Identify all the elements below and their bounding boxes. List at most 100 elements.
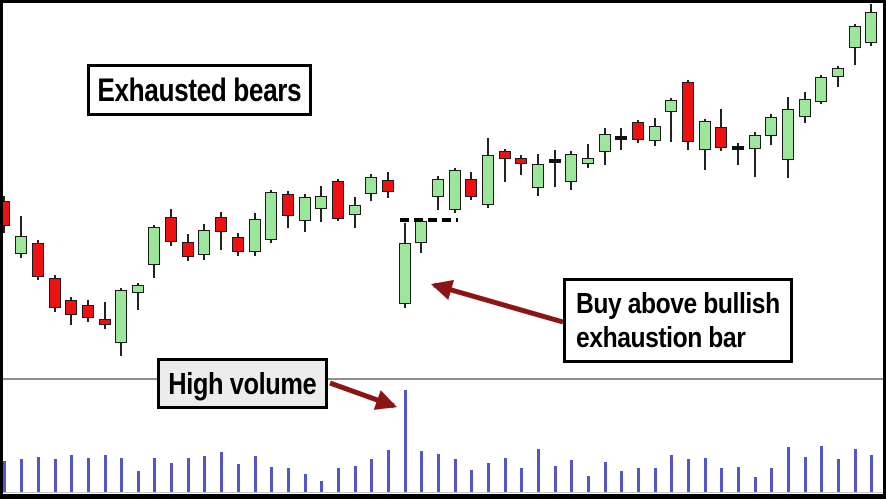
candle-body-up (565, 154, 577, 182)
candle-body-doji (615, 136, 627, 140)
volume-bar (820, 446, 823, 492)
volume-separator-line (0, 378, 886, 380)
candle-body-up (115, 290, 127, 343)
candle-body-down (632, 122, 644, 140)
candle-body-down (49, 278, 61, 308)
candle-body-up (15, 236, 27, 254)
volume-bar (637, 468, 640, 492)
candle-body-down (499, 151, 511, 159)
exhausted-bears-text: Exhausted bears (97, 71, 302, 108)
volume-bar (254, 456, 257, 492)
candle-body-up (599, 134, 611, 152)
volume-bar (804, 457, 807, 492)
volume-bar (87, 458, 90, 492)
volume-bar (287, 468, 290, 492)
volume-baseline (0, 492, 886, 493)
candle-body-up (582, 158, 594, 164)
candle-body-up (315, 196, 327, 209)
candle-wick (737, 143, 739, 165)
candle-wick (137, 283, 139, 310)
candle-body-up (132, 285, 144, 293)
volume-bar (170, 463, 173, 492)
volume-bar (554, 466, 557, 492)
candle-body-up (299, 197, 311, 221)
volume-bar (54, 459, 57, 492)
volume-bar (870, 455, 873, 492)
candle-body-up (249, 219, 261, 252)
volume-bar (70, 455, 73, 492)
volume-bar (604, 462, 607, 492)
volume-bar (704, 458, 707, 492)
candle-body-up (649, 126, 661, 141)
candle-body-down (99, 319, 111, 325)
exhausted-bears-label: Exhausted bears (87, 64, 312, 116)
candle-body-down (282, 194, 294, 216)
candle-body-up (865, 12, 877, 43)
volume-bar (354, 466, 357, 492)
volume-bar (104, 455, 107, 492)
candle-body-up (765, 117, 777, 136)
volume-bar (487, 463, 490, 492)
volume-bar (387, 450, 390, 492)
volume-bar (754, 477, 757, 492)
volume-bar (187, 458, 190, 492)
candle-wick (587, 144, 589, 168)
candle-body-doji (732, 146, 744, 150)
volume-bar (837, 459, 840, 492)
volume-bar (787, 447, 790, 492)
candle-body-down (82, 305, 94, 318)
candle-body-up (849, 26, 861, 48)
volume-bar (454, 459, 457, 492)
volume-bar (3, 461, 6, 492)
volume-bar (270, 467, 273, 492)
candle-wick (554, 150, 556, 187)
buy-signal-text-line2: exhaustion bar (576, 322, 746, 354)
candle-wick (670, 98, 672, 142)
volume-bar (20, 459, 23, 492)
candle-body-down (465, 179, 477, 197)
volume-bar (504, 458, 507, 492)
volume-bar (120, 458, 123, 492)
candle-body-up (815, 77, 827, 102)
volume-bar (304, 474, 307, 492)
candle-body-down (165, 217, 177, 242)
volume-bar (137, 471, 140, 492)
volume-bar (737, 467, 740, 492)
candle-body-up (482, 155, 494, 205)
volume-bar (854, 449, 857, 492)
candle-wick (104, 302, 106, 329)
candle-body-down (182, 242, 194, 257)
candle-wick (754, 132, 756, 177)
candle-body-down (232, 237, 244, 252)
volume-bar (153, 458, 156, 492)
volume-bar (537, 449, 540, 492)
candle-body-down (0, 201, 10, 226)
buy-signal-text-line1: Buy above bullish (576, 288, 780, 320)
volume-bar (654, 468, 657, 492)
candle-body-up (265, 192, 277, 240)
candle-body-up (782, 109, 794, 160)
candle-body-up (349, 205, 361, 215)
high-volume-text: High volume (168, 365, 317, 401)
volume-bar (203, 456, 206, 492)
volume-bar (337, 468, 340, 492)
volume-bar (420, 451, 423, 492)
volume-bar (570, 460, 573, 492)
volume-bar (770, 468, 773, 492)
candle-wick (504, 149, 506, 182)
candle-body-up (432, 179, 444, 197)
entry-dashed-line (400, 218, 458, 222)
volume-bar (370, 459, 373, 492)
volume-bar (720, 468, 723, 492)
volume-bar (470, 470, 473, 492)
candle-body-down (382, 180, 394, 192)
volume-bar (37, 457, 40, 492)
volume-bar (437, 454, 440, 492)
candle-body-up (832, 68, 844, 77)
volume-bar (620, 471, 623, 492)
candle-body-up (749, 135, 761, 149)
volume-bar (237, 464, 240, 492)
buy-signal-label: Buy above bullish exhaustion bar (563, 278, 793, 363)
